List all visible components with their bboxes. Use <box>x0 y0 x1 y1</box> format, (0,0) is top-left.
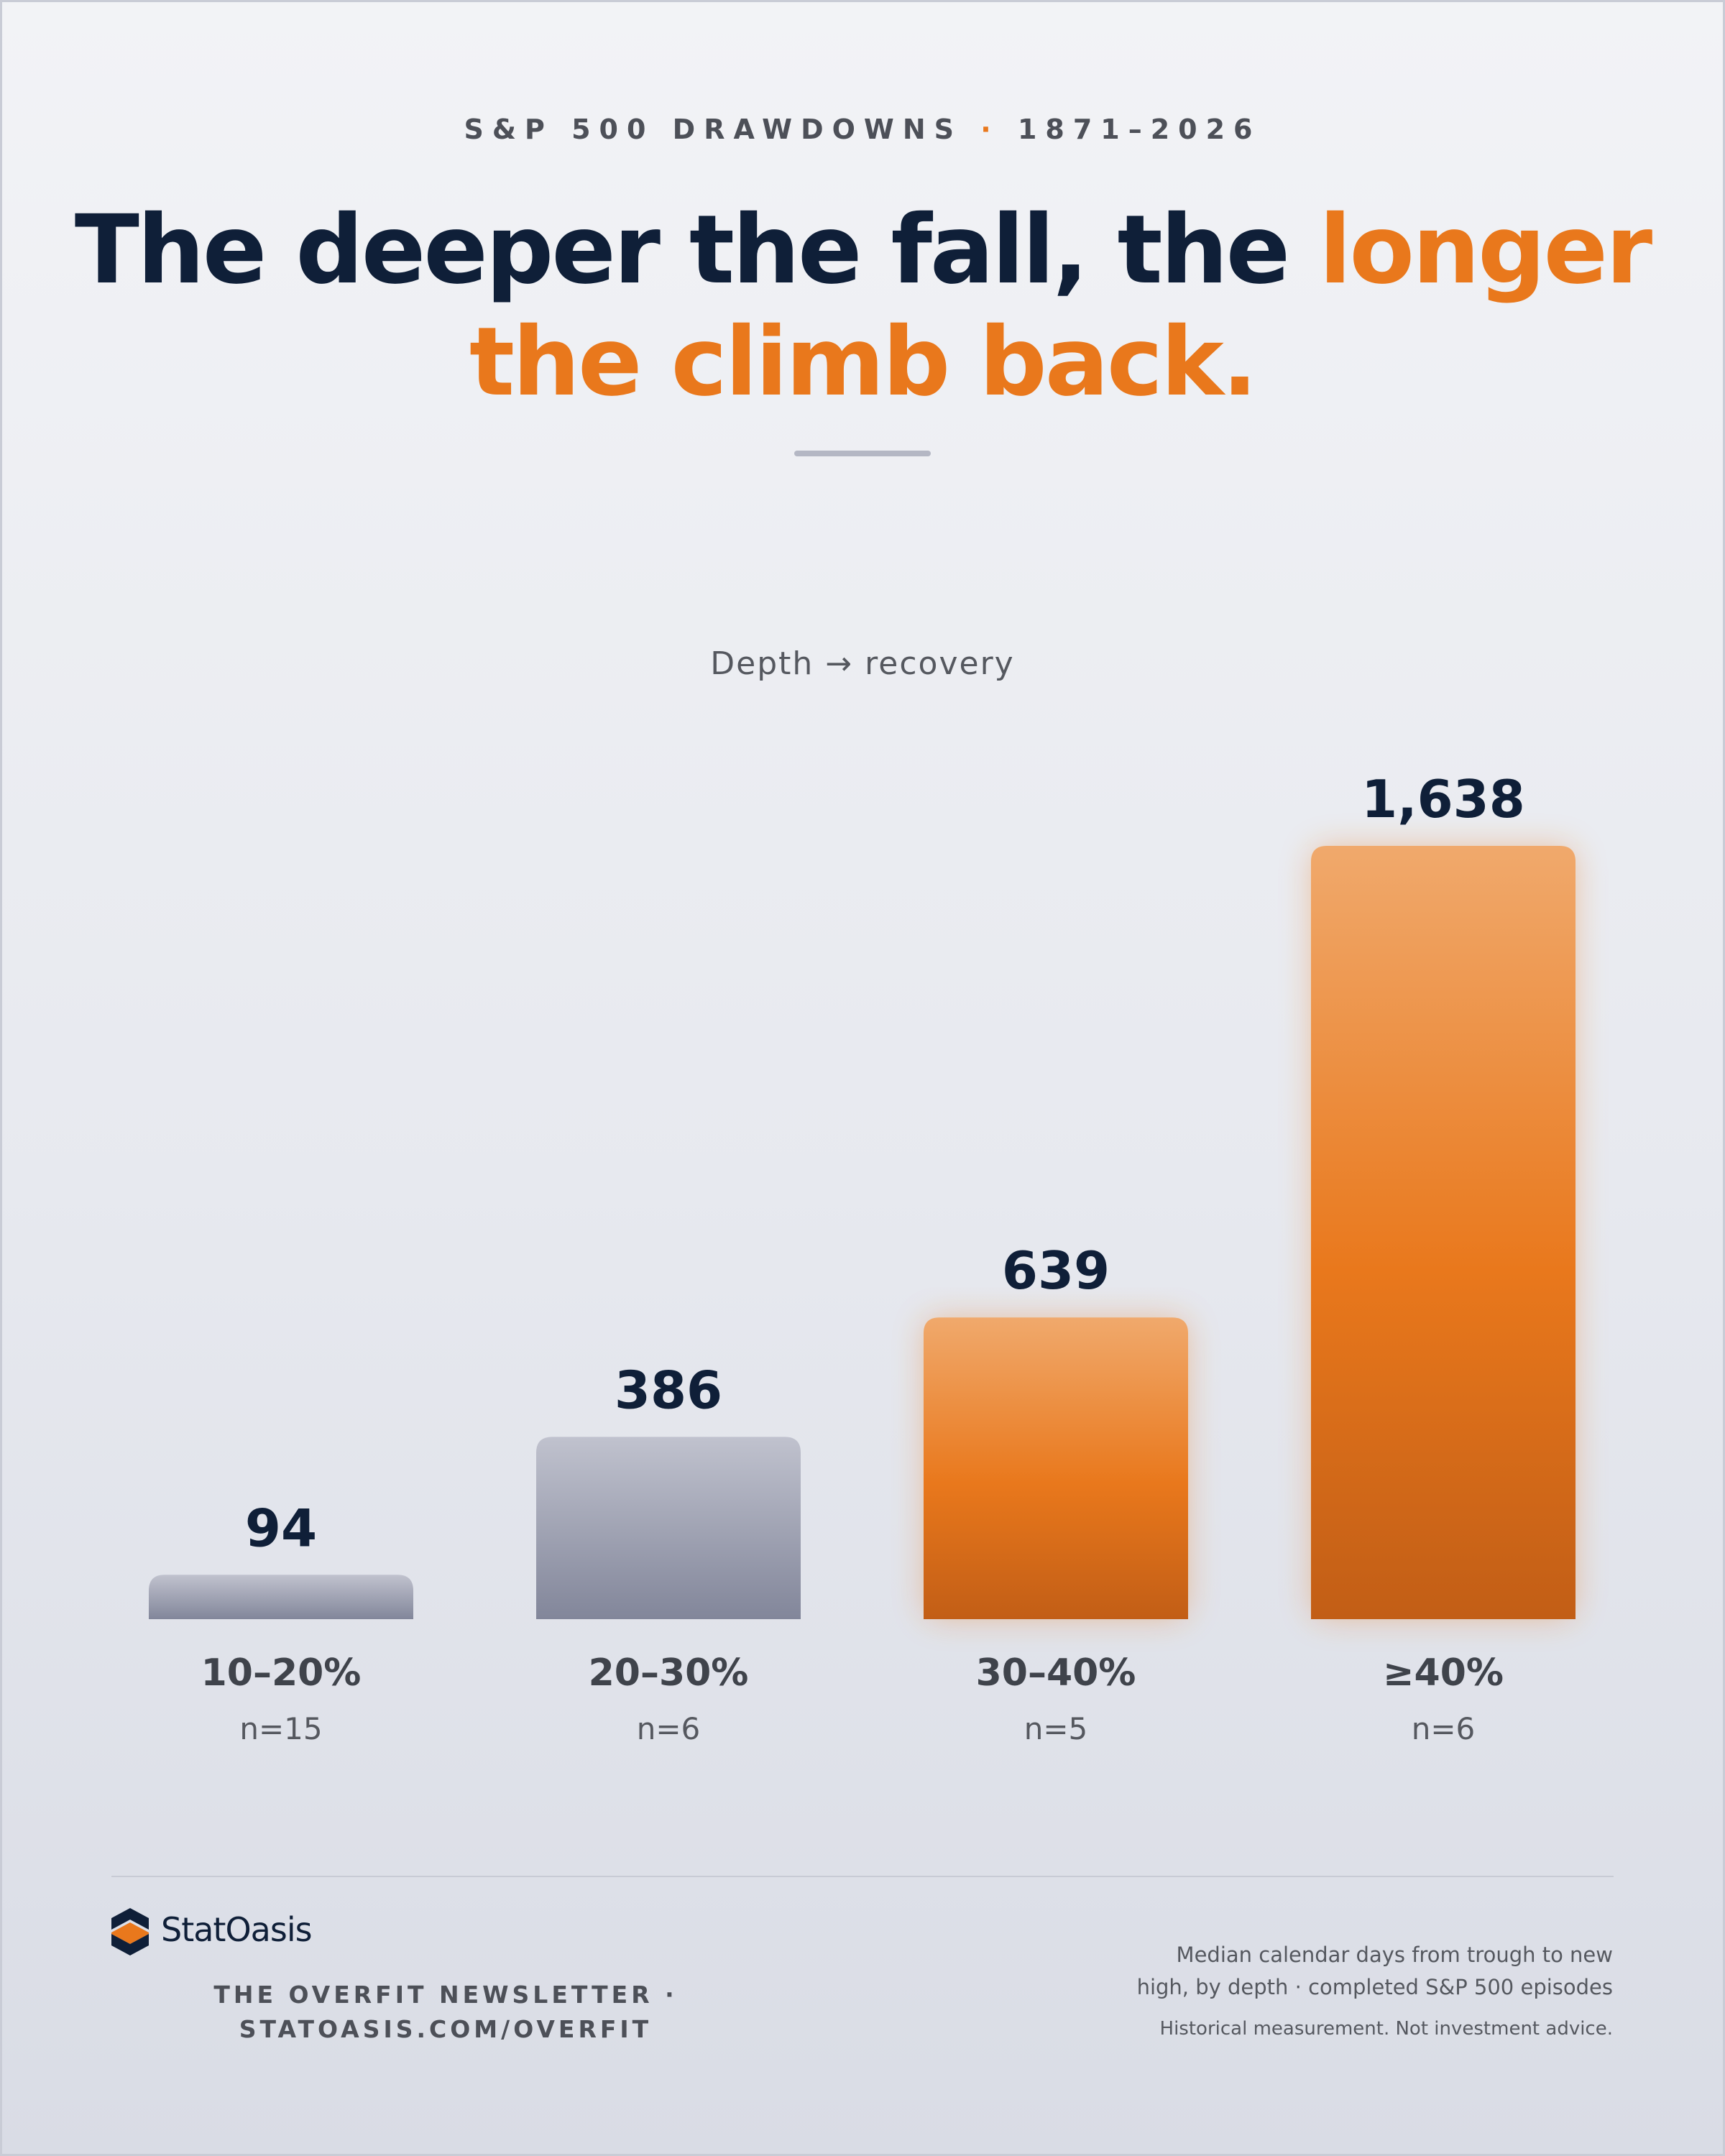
bar-2 <box>924 1317 1188 1619</box>
disclaimer: Historical measurement. Not investment a… <box>1159 2018 1613 2040</box>
sample-size-label-0: n=15 <box>239 1711 322 1746</box>
footer-divider <box>111 1876 1614 1877</box>
category-label-0: 10–20% <box>201 1651 362 1695</box>
category-label-3: ≥40% <box>1383 1651 1504 1695</box>
category-label-2: 30–40% <box>976 1651 1136 1695</box>
newsletter-url[interactable]: STATOASIS.COM/OVERFIT <box>239 2015 653 2043</box>
title-divider <box>794 451 931 456</box>
eyebrow-separator: · <box>980 114 1000 145</box>
bar-3 <box>1311 846 1576 1619</box>
brand-name: StatOasis <box>161 1910 313 1949</box>
chart-note-line-2: high, by depth · completed S&P 500 episo… <box>1136 1975 1613 1999</box>
sample-size-label-3: n=6 <box>1412 1711 1476 1746</box>
headline-accent: longer the climb back. <box>469 195 1652 418</box>
sample-size-label-2: n=5 <box>1024 1711 1088 1746</box>
bar-value-label-1: 386 <box>615 1360 722 1420</box>
newsletter-name: THE OVERFIT NEWSLETTER · <box>213 1981 678 2009</box>
chart-note: Median calendar days from trough to new … <box>1067 1939 1613 2004</box>
statoasis-logo-icon <box>111 1908 149 1955</box>
bars-layer: 94 10–20% n=15 386 20–30% n=6 639 30–40% n=5 1,63… <box>149 769 1576 1746</box>
bar-1 <box>536 1437 801 1619</box>
newsletter-credit: THE OVERFIT NEWSLETTER · STATOASIS.COM/O… <box>208 1978 683 2047</box>
chart-note-line-1: Median calendar days from trough to new <box>1176 1943 1613 1967</box>
sample-size-label-1: n=6 <box>637 1711 701 1746</box>
bar-0 <box>149 1575 413 1619</box>
eyebrow: S&P 500 DRAWDOWNS · 1871–2026 <box>0 114 1725 145</box>
bar-value-label-3: 1,638 <box>1361 769 1525 829</box>
eyebrow-years: 1871–2026 <box>1017 114 1261 145</box>
bar-value-label-0: 94 <box>245 1498 317 1558</box>
eyebrow-topic: S&P 500 DRAWDOWNS <box>464 114 963 145</box>
headline-main: The deeper the fall, the <box>74 195 1320 305</box>
headline: The deeper the fall, the longer the clim… <box>72 194 1653 418</box>
category-label-1: 20–30% <box>589 1651 749 1695</box>
chart-subtitle: Depth → recovery <box>710 645 1015 682</box>
bar-value-label-2: 639 <box>1002 1240 1110 1301</box>
